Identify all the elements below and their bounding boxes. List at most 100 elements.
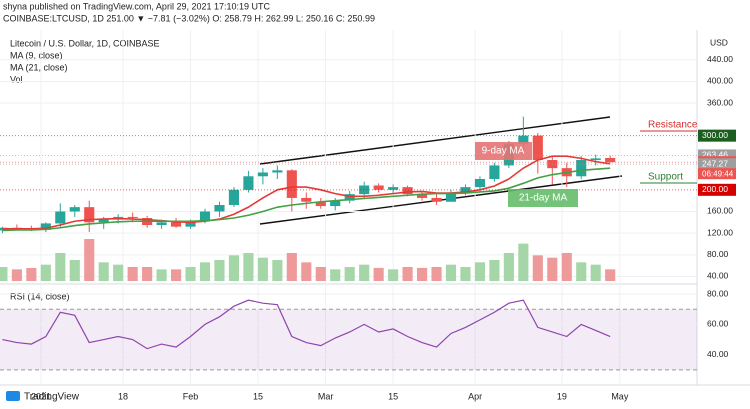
candle-body [98, 219, 109, 223]
volume-bar [286, 253, 297, 281]
y-tick-label: 400.00 [707, 76, 733, 86]
candle-body [416, 194, 428, 198]
y-tick-label: 440.00 [707, 54, 733, 64]
support-label: Support [648, 172, 683, 183]
candle-body [315, 201, 326, 207]
symbol-line: COINBASE:LTCUSD, 1D 251.00 ▼ −7.81 (−3.0… [3, 13, 375, 23]
candle-body [359, 185, 370, 195]
rsi-tick-label: 60.00 [707, 319, 729, 329]
volume-bar [40, 264, 51, 281]
candle-body [373, 185, 384, 190]
candle-body [518, 135, 529, 144]
indicator-label: MA (9, close) [10, 50, 63, 60]
x-tick-label: 18 [118, 391, 128, 401]
volume-bar [127, 267, 138, 281]
volume-bar [257, 257, 268, 281]
candle-body [55, 211, 66, 224]
volume-bar [26, 267, 37, 281]
x-tick-label: 15 [388, 391, 398, 401]
ma-line [2, 155, 611, 230]
y-tick-label: 120.00 [707, 227, 733, 237]
volume-bar [185, 267, 196, 281]
candle-body [431, 197, 442, 202]
volume-bar [373, 267, 384, 281]
candle-body [532, 135, 543, 161]
countdown-box [698, 168, 736, 180]
candle-body [127, 216, 138, 218]
published: shyna published on TradingView.com, Apri… [3, 1, 271, 11]
candle-body [84, 207, 95, 223]
x-tick-label: May [611, 391, 629, 401]
volume-bar [315, 267, 326, 281]
y-tick-label: 360.00 [707, 97, 733, 107]
volume-bar [84, 239, 95, 281]
candle-body [590, 158, 601, 161]
candle-body [69, 207, 80, 212]
rsi-tick-label: 80.00 [707, 288, 729, 298]
logo [6, 391, 20, 401]
candle-body [344, 194, 355, 201]
volume-bar [518, 243, 529, 281]
volume-bar [474, 262, 486, 281]
price-box [698, 129, 736, 142]
volume-bar [489, 260, 500, 281]
candle-body [576, 160, 587, 177]
volume-bar [214, 260, 225, 281]
candle-body [185, 221, 196, 227]
indicator-label: Vol [10, 74, 23, 84]
volume-bar [590, 264, 601, 281]
x-tick-label: Apr [468, 391, 482, 401]
volume-bar [142, 267, 153, 281]
x-tick-label: 2021 [31, 391, 51, 401]
ma-line [2, 167, 611, 232]
volume-bar [272, 260, 283, 281]
y-tick-label: 40.00 [707, 271, 729, 281]
volume-bar [113, 264, 124, 281]
volume-bar [359, 264, 370, 281]
rsi-band [0, 309, 697, 370]
x-tick-label: 19 [557, 391, 567, 401]
price-box-label: 247.27 [702, 158, 728, 168]
candle-body [301, 197, 312, 202]
volume-bar [416, 267, 428, 281]
ma9-label: 9-day MA [482, 146, 525, 157]
volume-bar [330, 269, 341, 281]
candle-body [257, 172, 268, 177]
volume-bar [503, 253, 514, 281]
candle-body [40, 223, 51, 230]
candle-body [330, 200, 341, 207]
volume-bar [170, 269, 182, 281]
ma21-label: 21-day MA [519, 193, 568, 204]
chart-title: Litecoin / U.S. Dollar, 1D, COINBASE [10, 38, 160, 48]
candle-body [170, 222, 182, 227]
price-box-label: 300.00 [702, 130, 728, 140]
volume-bar [228, 255, 240, 281]
ma9-label-box [475, 142, 532, 160]
candle-body [272, 170, 283, 173]
candle-body [243, 176, 254, 190]
candle-body [388, 187, 399, 190]
volume-bar [561, 253, 572, 281]
y-tick-label: 80.00 [707, 249, 729, 259]
price-box-label: 200.00 [702, 184, 728, 194]
candle-body [286, 170, 297, 198]
volume-bar [460, 267, 471, 281]
brand: TradingView [24, 392, 80, 403]
volume-bar [243, 253, 254, 281]
candle-body [474, 178, 486, 188]
candle-body [489, 165, 500, 179]
candle-body [605, 157, 616, 163]
volume-bar [11, 269, 22, 281]
price-box [698, 183, 736, 196]
candle-body [199, 211, 211, 222]
x-tick-label: Feb [183, 391, 199, 401]
volume-bar [445, 264, 457, 281]
volume-bar [0, 267, 8, 281]
volume-bar [431, 267, 442, 281]
volume-bar [199, 262, 211, 281]
volume-bar [55, 253, 66, 281]
y-tick-label: 160.00 [707, 206, 733, 216]
channel-upper [259, 116, 611, 165]
